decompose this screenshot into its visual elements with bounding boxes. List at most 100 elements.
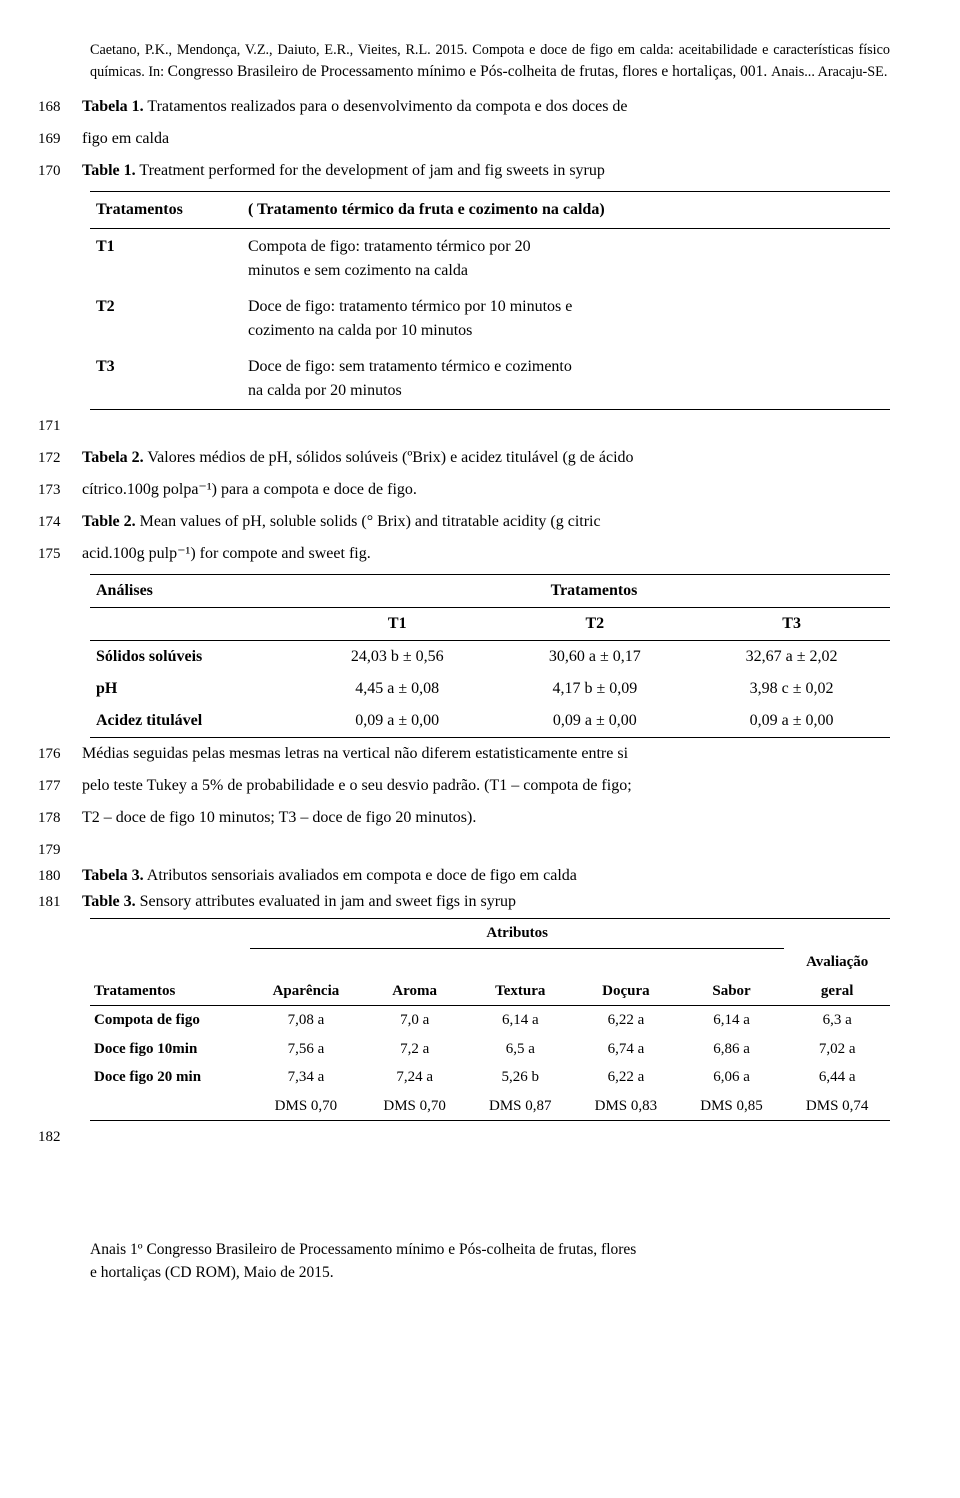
tbl3-blank2 [90,948,250,977]
tbl3-cell: 6,86 a [679,1035,785,1064]
tbl2-cell: 3,98 c ± 0,02 [693,673,890,705]
tbl3-col-aroma: Aroma [362,977,468,1006]
tabela1-caption-b: figo em calda [82,127,890,151]
tbl3-blank [784,919,890,949]
tbl1-row-label: T3 [90,349,242,410]
tbl3-cell: 7,2 a [362,1035,468,1064]
tbl2-cell: 24,03 b ± 0,56 [298,641,496,674]
tbl3-cell: 7,34 a [250,1063,362,1092]
tbl3-col-docura: Doçura [573,977,679,1006]
tbl1-row-label: T1 [90,229,242,290]
tbl3-cell: 6,14 a [467,1006,573,1035]
citation-loc: Aracaju-SE. [815,64,888,80]
line-number: 181 [38,891,82,914]
tbl3-cell: 6,3 a [784,1006,890,1035]
tbl2-head-trat: Tratamentos [298,575,890,608]
line-number: 174 [38,511,82,534]
tbl1-cell-text: na calda por 20 minutos [248,382,402,399]
line-number: 168 [38,96,82,119]
tbl3-blank2 [573,948,679,977]
blank-line [82,414,890,438]
citation-num: 001. [736,63,771,80]
tbl2-cell: 4,45 a ± 0,08 [298,673,496,705]
tbl3-cell: Doce figo 10min [90,1035,250,1064]
tbl3-cell: Compota de figo [90,1006,250,1035]
table-2: Análises Tratamentos T1 T2 T3 Sólidos so… [90,574,890,738]
tbl3-cell: 7,24 a [362,1063,468,1092]
table2-caption-text: Mean values of pH, soluble solids (° Bri… [136,513,601,530]
blank-line [82,1125,890,1149]
tbl1-cell-text: minutos e sem cozimento na calda [248,262,468,279]
table2-label: Table 2. [82,513,136,530]
tbl3-blank [90,919,250,949]
line-number: 180 [38,865,82,888]
tbl3-dms: DMS 0,74 [784,1092,890,1121]
table3-label: Table 3. [82,893,136,910]
citation-header: Caetano, P.K., Mendonça, V.Z., Daiuto, E… [90,40,890,83]
tbl3-cell: 7,08 a [250,1006,362,1035]
tbl2-sub-t3: T3 [693,608,890,641]
tbl3-col-textura: Textura [467,977,573,1006]
citation-congress: Congresso Brasileiro de Processamento mí… [168,63,737,80]
line-number: 179 [38,839,82,862]
line-number: 175 [38,543,82,566]
tbl3-cell: 6,44 a [784,1063,890,1092]
tbl3-cell: 6,22 a [573,1063,679,1092]
table1-label: Table 1. [82,162,136,179]
tbl3-cell: 7,02 a [784,1035,890,1064]
tabela2-caption-a: Tabela 2. Valores médios de pH, sólidos … [82,446,890,470]
line-number: 182 [38,1126,82,1149]
table-1: Tratamentos ( Tratamento térmico da frut… [90,191,890,410]
tbl2-cell: 30,60 a ± 0,17 [496,641,693,674]
table2-caption-en-b: acid.100g pulp⁻¹) for compote and sweet … [82,542,890,566]
tabela3-caption: Tabela 3. Atributos sensoriais avaliados… [82,864,890,888]
tbl3-cell: 6,5 a [467,1035,573,1064]
tabela1-caption-text: Tratamentos realizados para o desenvolvi… [144,98,628,115]
tbl1-cell-text: Doce de figo: tratamento térmico por 10 … [248,298,572,315]
tbl3-head-avaliacao: Avaliação [784,948,890,977]
tbl3-blank2 [362,948,468,977]
tbl3-cell: Doce figo 20 min [90,1063,250,1092]
tbl3-dms: DMS 0,87 [467,1092,573,1121]
line-number: 172 [38,447,82,470]
line-number: 177 [38,775,82,798]
tbl2-note-a: Médias seguidas pelas mesmas letras na v… [82,742,890,766]
table3-caption-en: Table 3. Sensory attributes evaluated in… [82,890,890,914]
tbl3-col-geral: geral [784,977,890,1006]
tbl2-head-analises: Análises [90,575,298,608]
tbl3-blank2 [467,948,573,977]
footer-line-2: e hortaliças (CD ROM), Maio de 2015. [90,1264,334,1281]
tbl3-col-sabor: Sabor [679,977,785,1006]
line-number: 176 [38,743,82,766]
tbl3-cell: 7,0 a [362,1006,468,1035]
tbl2-note-c: T2 – doce de figo 10 minutos; T3 – doce … [82,806,890,830]
tbl1-head-desc: ( Tratamento térmico da fruta e coziment… [242,192,890,229]
tbl1-cell-text: cozimento na calda por 10 minutos [248,322,472,339]
tbl3-dms: DMS 0,70 [362,1092,468,1121]
footer-line-1: Anais 1º Congresso Brasileiro de Process… [90,1241,636,1258]
tbl2-cell: Sólidos solúveis [90,641,298,674]
tabela1-label: Tabela 1. [82,98,144,115]
table-3: Atributos Avaliação Tratamentos Aparênci… [90,918,890,1121]
tabela2-label: Tabela 2. [82,449,144,466]
tbl2-cell: 32,67 a ± 2,02 [693,641,890,674]
tbl3-col-aparencia: Aparência [250,977,362,1006]
tbl3-blank2 [250,948,362,977]
table1-caption-text: Treatment performed for the development … [136,162,605,179]
line-number: 178 [38,807,82,830]
tbl1-row-label: T2 [90,289,242,349]
tabela2-caption-text: Valores médios de pH, sólidos solúveis (… [144,449,634,466]
tbl3-blank2 [679,948,785,977]
tbl2-cell: Acidez titulável [90,705,298,738]
tbl2-sub-blank [90,608,298,641]
tbl2-sub-t2: T2 [496,608,693,641]
tabela3-label: Tabela 3. [82,867,144,884]
tbl2-cell: pH [90,673,298,705]
line-number: 173 [38,479,82,502]
tbl1-cell-text: Doce de figo: sem tratamento térmico e c… [248,358,572,375]
tbl1-head-trat: Tratamentos [90,192,242,229]
tbl3-dms: DMS 0,70 [250,1092,362,1121]
tabela2-caption-b: cítrico.100g polpa⁻¹) para a compota e d… [82,478,890,502]
tbl3-col-trat: Tratamentos [90,977,250,1006]
tbl2-note-b: pelo teste Tukey a 5% de probabilidade e… [82,774,890,798]
